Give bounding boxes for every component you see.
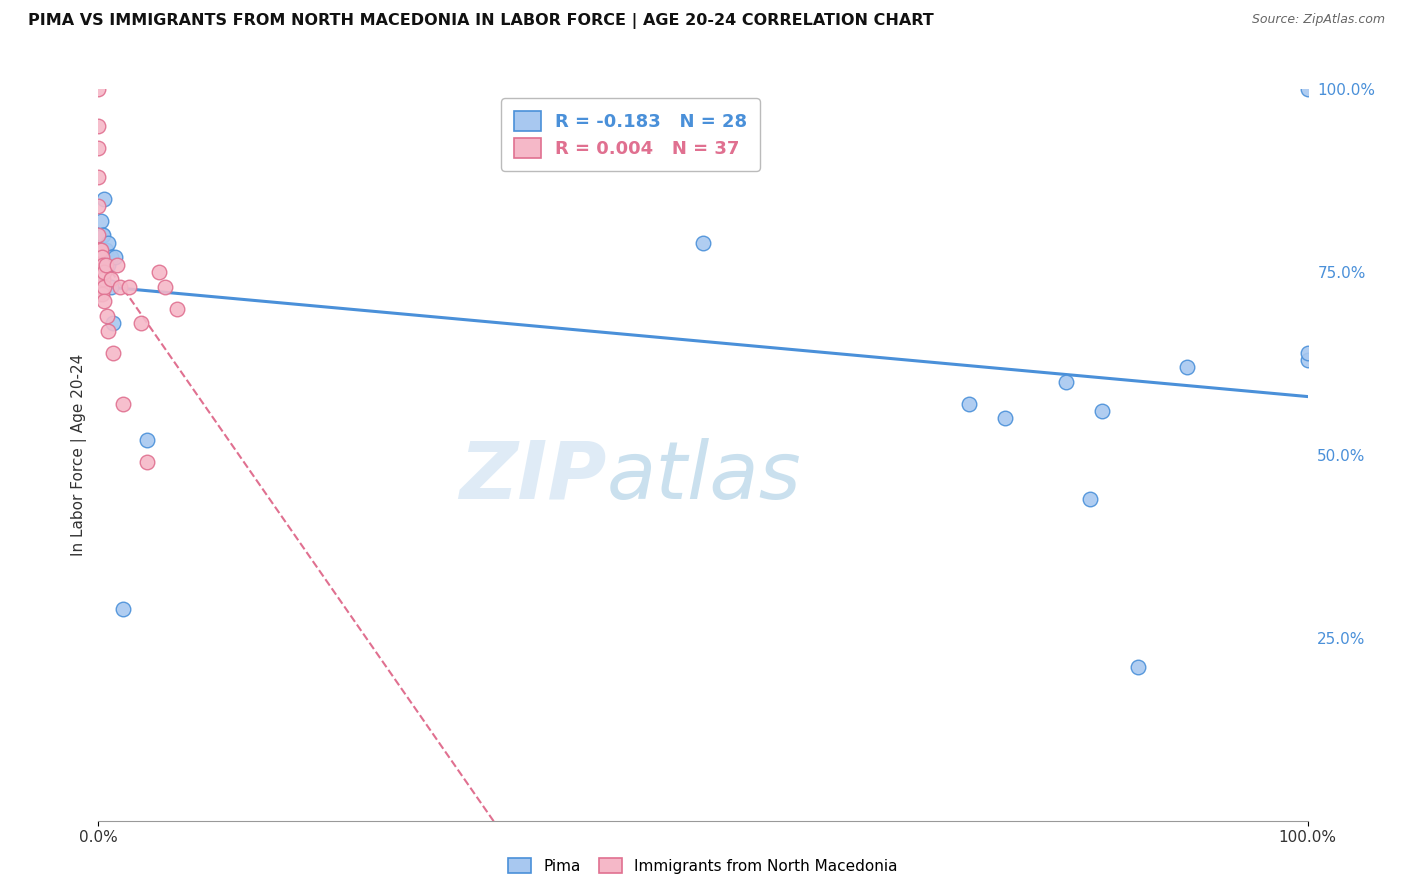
Point bbox=[1296, 352, 1319, 367]
Legend: R = -0.183   N = 28, R = 0.004   N = 37: R = -0.183 N = 28, R = 0.004 N = 37 bbox=[501, 98, 759, 170]
Point bbox=[148, 265, 170, 279]
Point bbox=[97, 324, 120, 338]
Point bbox=[94, 243, 117, 257]
Point bbox=[94, 258, 117, 272]
Y-axis label: In Labor Force | Age 20-24: In Labor Force | Age 20-24 bbox=[72, 354, 87, 556]
Text: atlas: atlas bbox=[606, 438, 801, 516]
Point bbox=[90, 214, 112, 228]
Point bbox=[87, 119, 110, 133]
Point bbox=[97, 235, 120, 250]
Point bbox=[101, 345, 124, 359]
Point bbox=[87, 251, 110, 265]
Point bbox=[87, 243, 110, 257]
Point bbox=[87, 287, 110, 301]
Point bbox=[89, 258, 111, 272]
Point bbox=[87, 228, 110, 243]
Point bbox=[93, 258, 115, 272]
Point bbox=[91, 272, 114, 286]
Text: Source: ZipAtlas.com: Source: ZipAtlas.com bbox=[1251, 13, 1385, 27]
Point bbox=[91, 265, 114, 279]
Point bbox=[100, 272, 122, 286]
Point bbox=[111, 397, 134, 411]
Point bbox=[91, 228, 114, 243]
Text: PIMA VS IMMIGRANTS FROM NORTH MACEDONIA IN LABOR FORCE | AGE 20-24 CORRELATION C: PIMA VS IMMIGRANTS FROM NORTH MACEDONIA … bbox=[28, 13, 934, 29]
Point bbox=[1091, 404, 1114, 418]
Point bbox=[166, 301, 188, 316]
Point bbox=[692, 235, 714, 250]
Point bbox=[1175, 360, 1198, 375]
Point bbox=[101, 316, 124, 330]
Point bbox=[100, 251, 122, 265]
Point bbox=[1128, 660, 1150, 674]
Legend: Pima, Immigrants from North Macedonia: Pima, Immigrants from North Macedonia bbox=[502, 852, 904, 880]
Point bbox=[91, 287, 114, 301]
Point bbox=[957, 397, 980, 411]
Point bbox=[91, 258, 114, 272]
Point bbox=[135, 455, 157, 469]
Point bbox=[111, 601, 134, 615]
Point bbox=[97, 258, 120, 272]
Point bbox=[1054, 375, 1077, 389]
Point bbox=[91, 251, 114, 265]
Point bbox=[1296, 345, 1319, 359]
Point bbox=[91, 279, 114, 293]
Point bbox=[89, 243, 111, 257]
Point bbox=[108, 279, 131, 293]
Point bbox=[87, 82, 110, 96]
Point bbox=[118, 279, 141, 293]
Point bbox=[93, 279, 115, 293]
Point bbox=[87, 258, 110, 272]
Point bbox=[91, 228, 114, 243]
Point bbox=[93, 294, 115, 309]
Text: ZIP: ZIP bbox=[458, 438, 606, 516]
Point bbox=[1078, 491, 1101, 506]
Point bbox=[87, 169, 110, 184]
Point bbox=[87, 141, 110, 155]
Point bbox=[1296, 82, 1319, 96]
Point bbox=[135, 434, 157, 448]
Point bbox=[129, 316, 152, 330]
Point bbox=[89, 279, 111, 293]
Point bbox=[105, 258, 128, 272]
Point bbox=[87, 199, 110, 213]
Point bbox=[994, 411, 1017, 425]
Point bbox=[96, 309, 118, 323]
Point bbox=[93, 265, 115, 279]
Point bbox=[100, 279, 122, 293]
Point bbox=[153, 279, 176, 293]
Point bbox=[96, 251, 118, 265]
Point bbox=[90, 265, 112, 279]
Point bbox=[90, 243, 112, 257]
Point bbox=[104, 251, 127, 265]
Point bbox=[87, 243, 110, 257]
Point bbox=[93, 192, 115, 206]
